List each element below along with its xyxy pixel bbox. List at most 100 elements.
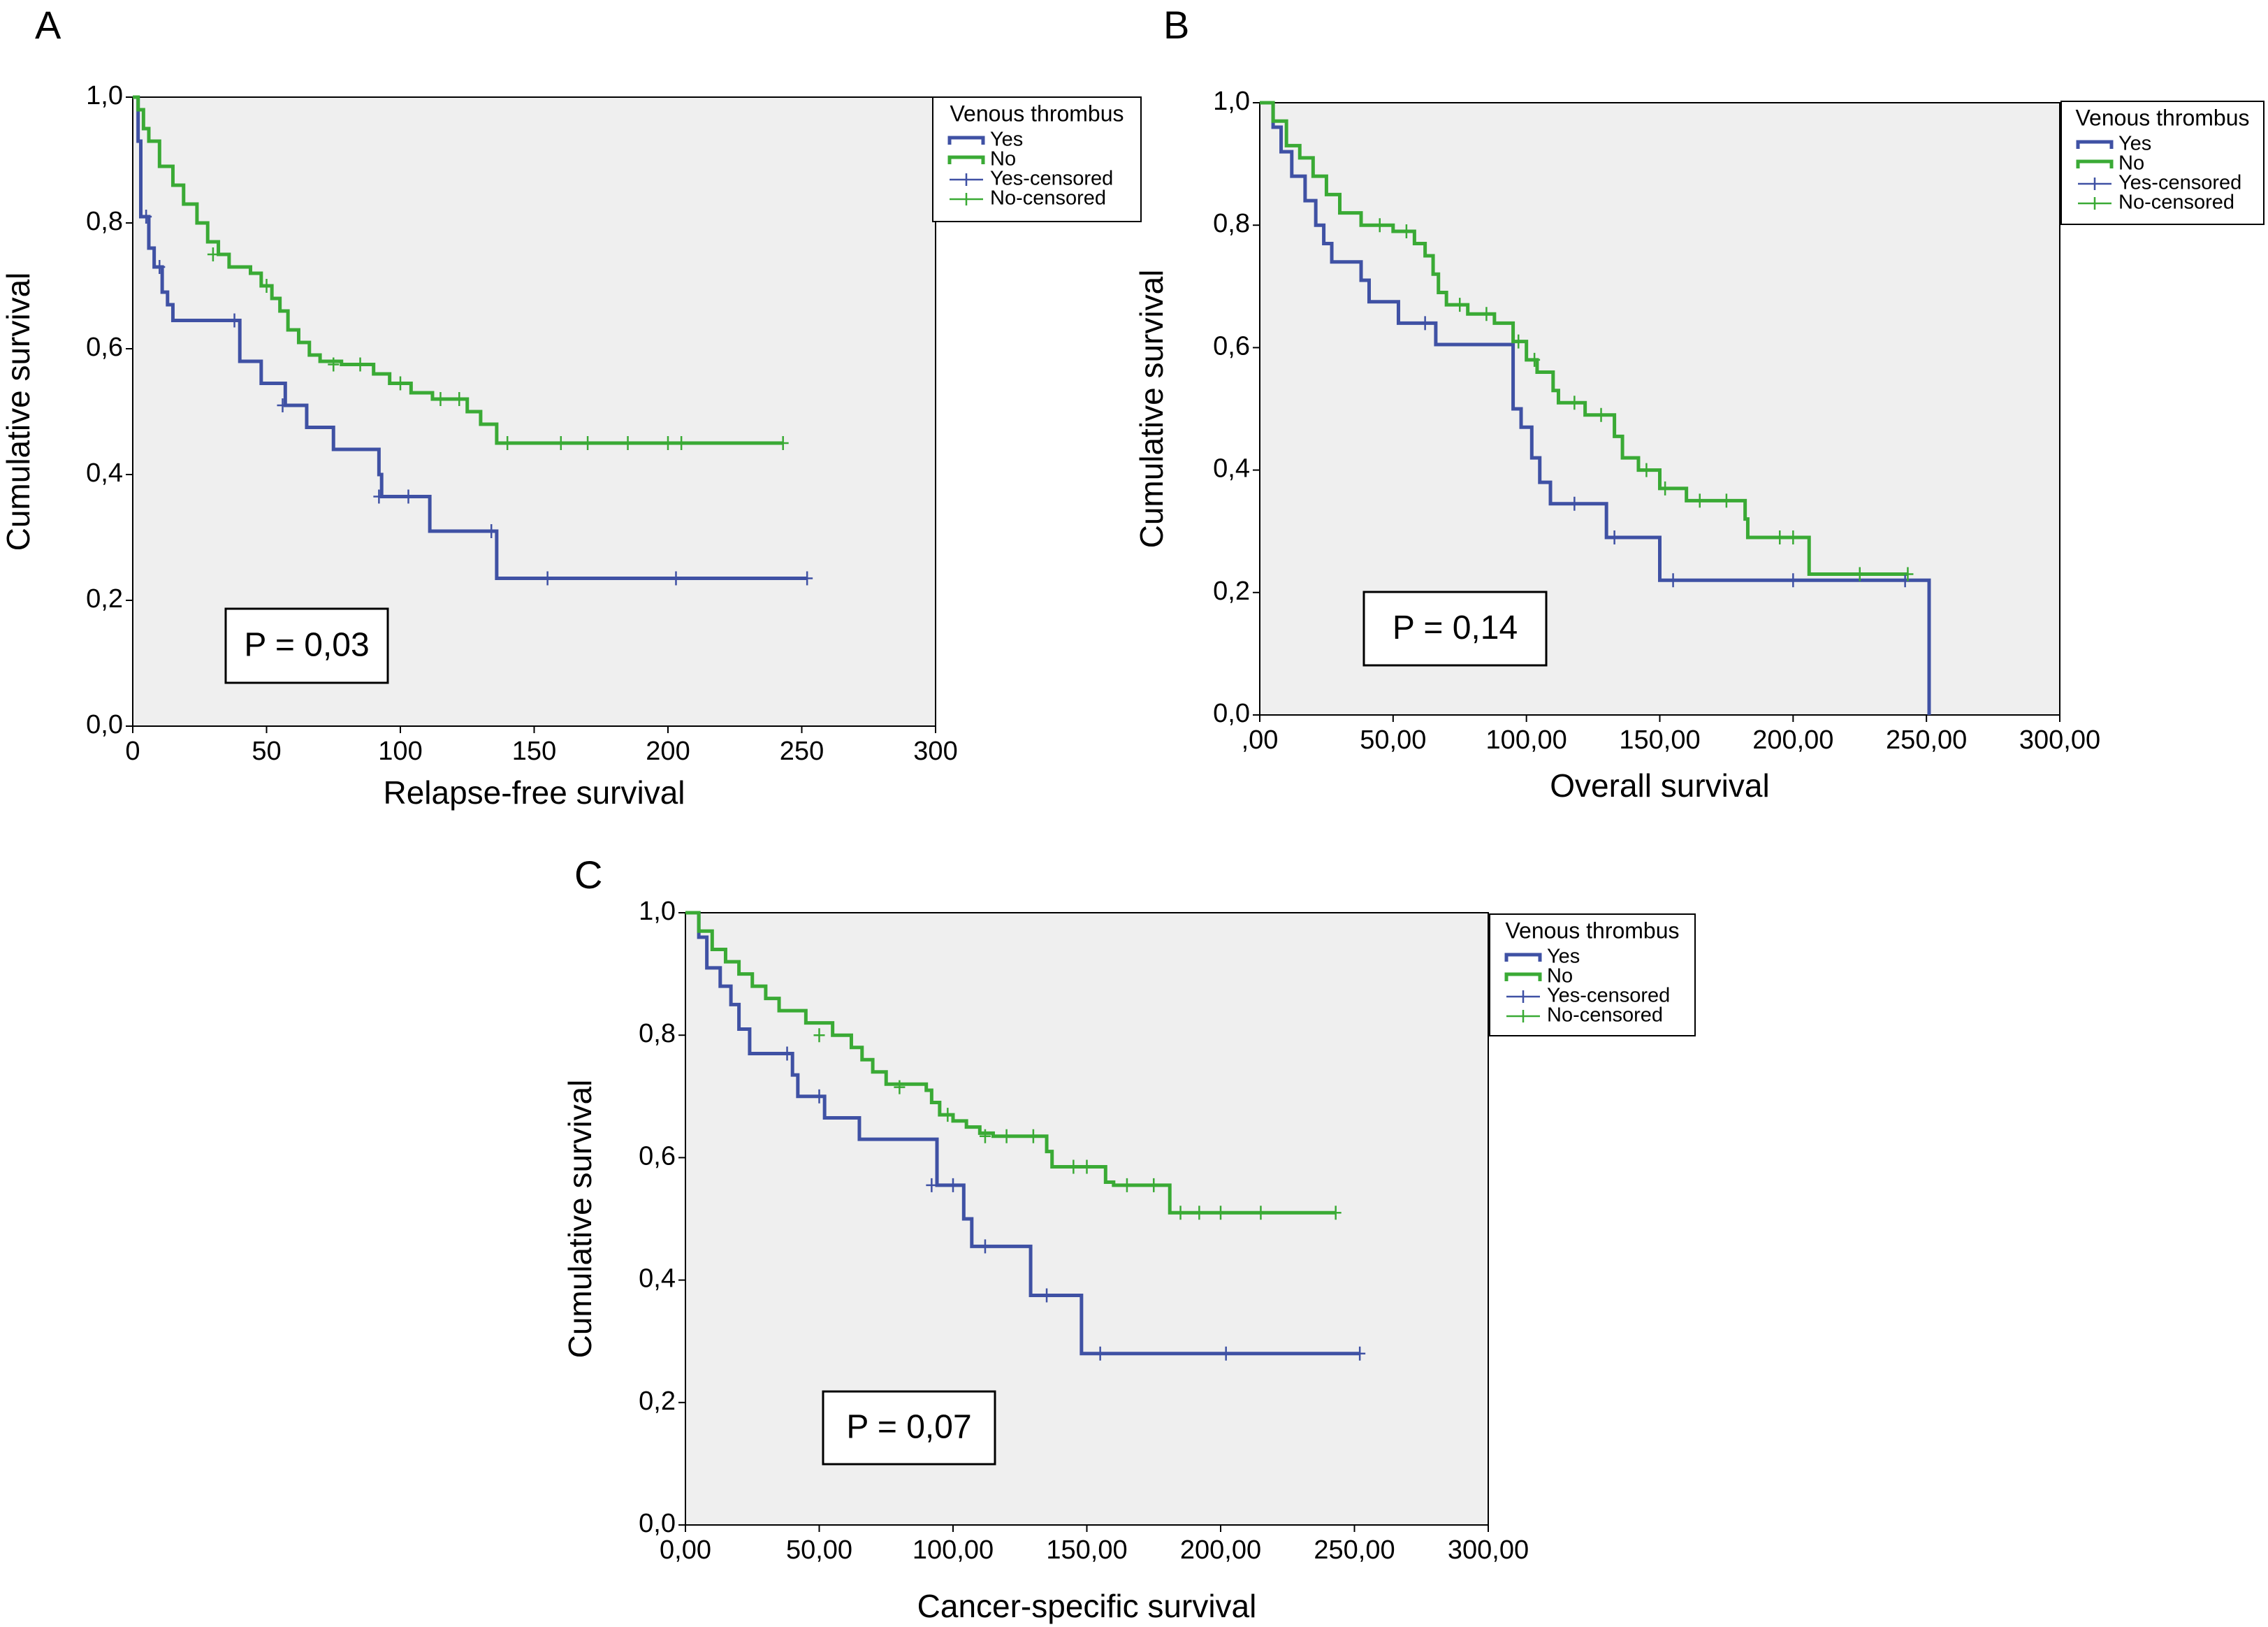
x-tick-label: 250,00: [1314, 1535, 1395, 1565]
y-tick-label: 0,8: [639, 1019, 676, 1048]
censor-mark: [801, 571, 813, 586]
legend-label: Yes-censored: [990, 168, 1113, 190]
legend-label: No-censored: [990, 187, 1106, 210]
legend-symbol: [1506, 1010, 1540, 1022]
annotation-box: [822, 1390, 996, 1466]
censor-mark: [1694, 493, 1706, 508]
x-tick-label: 200: [646, 737, 690, 766]
censor-mark: [1641, 463, 1652, 477]
y-tick-label: 1,0: [1213, 87, 1250, 116]
censor-mark: [1001, 1129, 1012, 1143]
x-axis-label: Relapse-free survival: [383, 774, 685, 811]
censor-mark: [555, 436, 567, 450]
censor-mark: [395, 376, 406, 391]
censor-mark: [1354, 1346, 1366, 1361]
x-tick-label: 0,00: [660, 1535, 711, 1565]
censor-mark: [926, 1178, 938, 1192]
censor-mark: [781, 1046, 793, 1061]
censor-mark: [277, 398, 289, 412]
legend-symbol: [950, 173, 983, 186]
x-tick-label: 250: [780, 737, 824, 766]
censor-mark: [541, 571, 553, 586]
legend-symbol: [2076, 159, 2114, 168]
censor-mark: [1595, 407, 1607, 422]
legend-label: No-censored: [1547, 1004, 1663, 1027]
y-tick-label: 1,0: [86, 81, 123, 110]
censor-mark: [777, 436, 789, 450]
y-tick-label: 0,6: [639, 1141, 676, 1171]
x-tick-label: 300: [913, 737, 957, 766]
censor-mark: [1027, 1129, 1039, 1143]
censor-mark: [228, 313, 240, 328]
censor-mark: [1787, 573, 1799, 588]
x-tick-label: 250,00: [1886, 725, 1967, 755]
x-axis-label: Cancer-specific survival: [917, 1588, 1257, 1624]
y-tick-label: 0,2: [1213, 577, 1250, 606]
y-tick-label: 0,4: [86, 458, 123, 488]
censor-mark: [894, 1080, 906, 1094]
censor-mark: [453, 392, 465, 406]
survival-curve: [1260, 101, 1908, 577]
censor-mark: [1148, 1178, 1160, 1192]
plot-area: [685, 912, 1489, 1526]
y-axis-label: Cumulative survival: [562, 1080, 598, 1359]
censor-mark: [676, 436, 688, 450]
legend-label: No: [1547, 965, 1573, 988]
y-tick-label: 0,0: [639, 1509, 676, 1538]
censor-mark: [813, 1089, 825, 1104]
censor-mark: [1454, 298, 1466, 312]
censor-mark: [942, 1108, 954, 1122]
x-axis-label: Overall survival: [1550, 767, 1769, 804]
legend-label: Yes-censored: [2118, 172, 2241, 194]
legend-symbol: [950, 193, 983, 205]
censor-mark: [1608, 530, 1620, 544]
y-tick-label: 0,0: [86, 710, 123, 739]
x-tick-label: 150,00: [1046, 1535, 1127, 1565]
censor-mark: [1330, 1206, 1342, 1220]
y-tick-label: 0,6: [1213, 331, 1250, 361]
annotation: P = 0,07: [846, 1409, 971, 1446]
censor-mark: [1774, 530, 1786, 544]
legend-title: Venous thrombus: [1505, 918, 1679, 943]
x-tick-label: 100,00: [913, 1535, 994, 1565]
censor-mark: [1419, 316, 1431, 331]
legend-symbol: [1504, 972, 1542, 981]
censor-mark: [435, 392, 446, 406]
censor-mark: [662, 436, 674, 450]
censor-mark: [622, 436, 634, 450]
legend-title: Venous thrombus: [2075, 105, 2249, 130]
legend-box: [932, 96, 1142, 222]
y-tick-label: 0,4: [639, 1264, 676, 1294]
survival-curve: [685, 911, 1360, 1356]
x-tick-label: 0: [125, 737, 140, 766]
censor-mark: [1481, 307, 1492, 321]
y-tick-label: 1,0: [639, 897, 676, 926]
legend-label: Yes: [2118, 133, 2151, 155]
censor-mark: [1255, 1206, 1267, 1220]
censor-mark: [402, 489, 414, 504]
censor-mark: [1899, 573, 1911, 588]
legend-symbol: [947, 136, 985, 145]
censor-mark: [1513, 334, 1525, 349]
y-tick-label: 0,4: [1213, 454, 1250, 484]
legend-label: Yes-censored: [1547, 985, 1670, 1007]
legend-symbol: [1504, 953, 1542, 962]
censor-mark: [1081, 1159, 1093, 1174]
censor-mark: [486, 524, 497, 538]
censor-mark: [1068, 1159, 1080, 1174]
y-axis-label: Cumulative survival: [0, 273, 36, 551]
y-tick-label: 0,8: [1213, 209, 1250, 238]
legend-title: Venous thrombus: [950, 101, 1124, 126]
x-tick-label: 100,00: [1486, 725, 1567, 755]
legend-symbol: [2078, 197, 2111, 210]
censor-mark: [140, 210, 152, 224]
legend-label: No-censored: [2118, 191, 2234, 214]
x-tick-label: 50: [252, 737, 281, 766]
censor-mark: [1041, 1288, 1053, 1303]
annotation: P = 0,03: [244, 627, 369, 664]
y-tick-label: 0,2: [86, 584, 123, 614]
y-tick-label: 0,2: [639, 1387, 676, 1416]
censor-mark: [1569, 396, 1580, 410]
survival-curve: [133, 95, 783, 445]
censor-mark: [1121, 1178, 1133, 1192]
